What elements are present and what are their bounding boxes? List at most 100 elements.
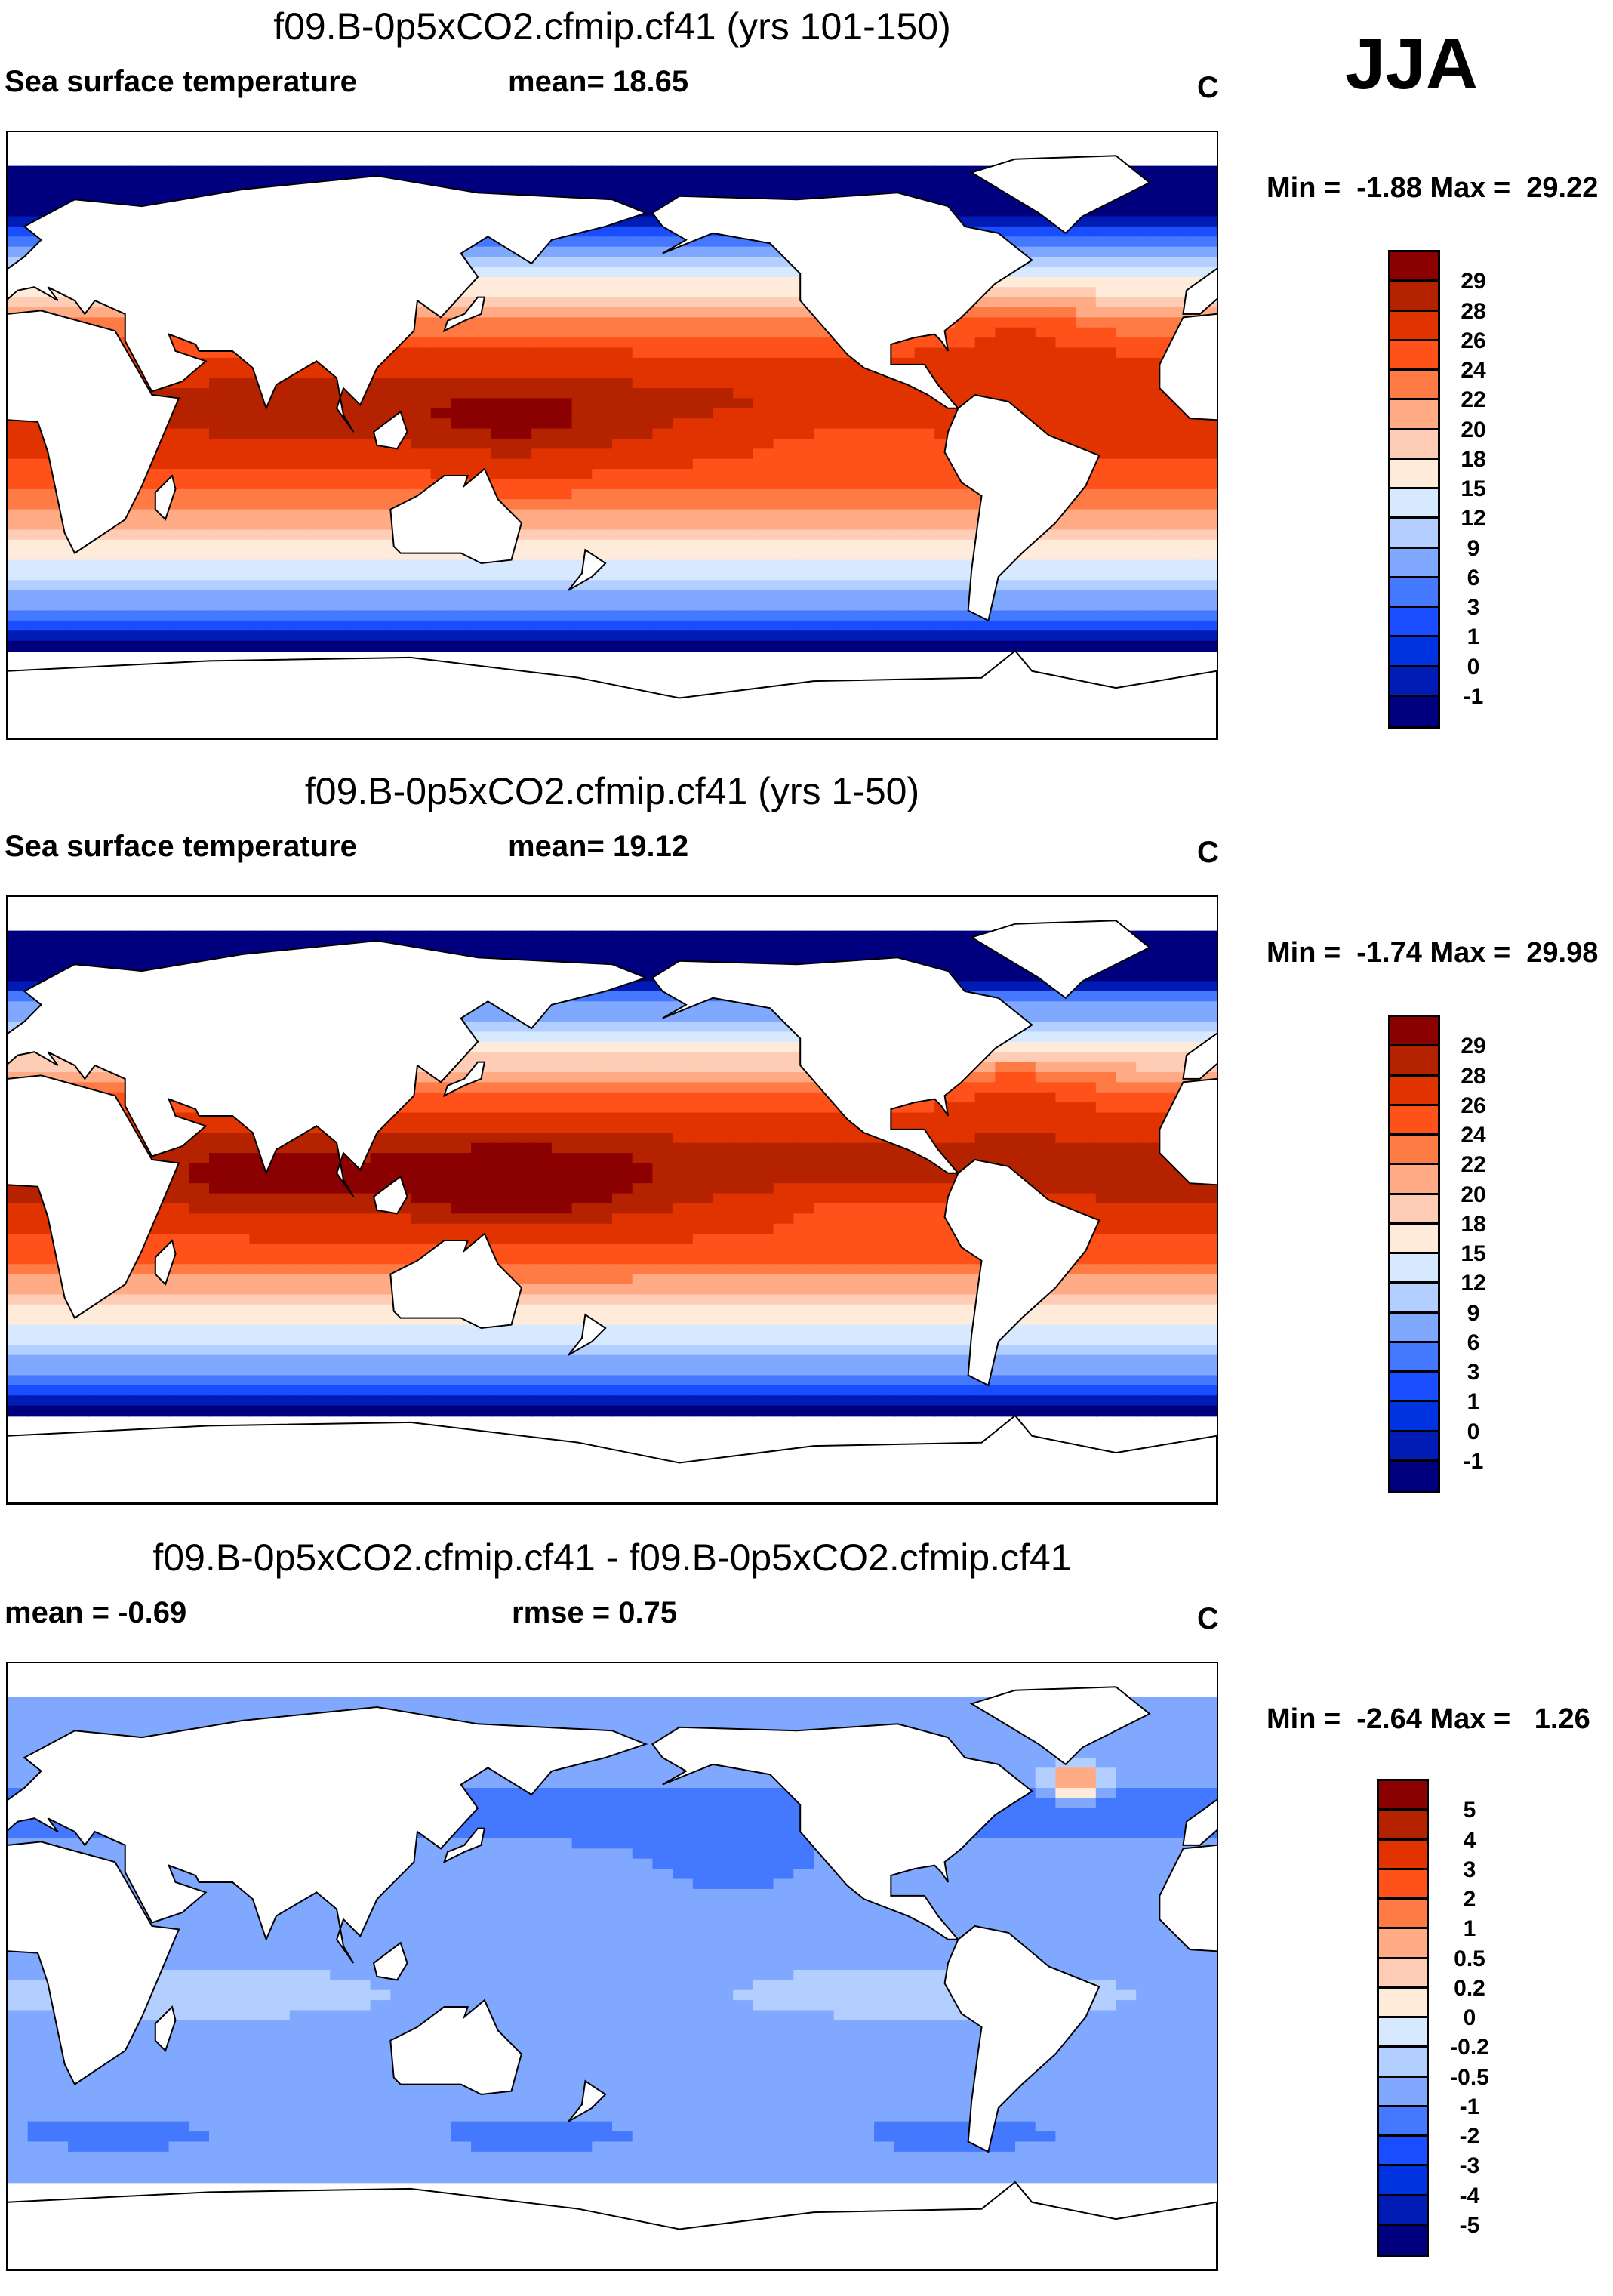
field-cell: [269, 469, 291, 480]
field-cell: [834, 570, 855, 581]
field-cell: [693, 448, 714, 460]
field-cell: [592, 418, 613, 430]
field-cell: [652, 1072, 673, 1083]
colorbar-tick-label: 6: [1428, 566, 1519, 591]
field-cell: [1116, 337, 1137, 349]
field-cell: [1036, 398, 1057, 409]
field-cell: [552, 1234, 573, 1245]
field-cell: [28, 951, 49, 962]
field-cell: [8, 196, 29, 208]
field-cell: [733, 317, 754, 328]
field-cell: [1076, 1062, 1097, 1074]
field-cell: [1116, 398, 1137, 409]
field-cell: [633, 610, 654, 621]
field-cell: [874, 1194, 895, 1205]
field-cell: [814, 499, 835, 510]
field-cell: [491, 176, 513, 187]
field-cell: [834, 1244, 855, 1255]
field-cell: [471, 448, 492, 460]
min-max-label: Min = -1.74 Max = 29.98: [1267, 937, 1598, 969]
field-cell: [1116, 1031, 1137, 1043]
field-cell: [753, 1224, 774, 1235]
field-cell: [693, 1133, 714, 1144]
field-cell: [693, 317, 714, 328]
field-cell: [189, 560, 210, 572]
field-cell: [834, 1183, 855, 1194]
field-cell: [512, 1052, 533, 1063]
field-cell: [1096, 590, 1117, 602]
field-cell: [1036, 368, 1057, 379]
field-cell: [531, 529, 553, 541]
field-cell: [733, 1133, 754, 1144]
field-cell: [633, 217, 654, 228]
field-cell: [1116, 1133, 1137, 1144]
field-cell: [1177, 1224, 1198, 1235]
field-cell: [955, 540, 976, 551]
field-cell: [1116, 287, 1137, 298]
field-cell: [209, 630, 230, 642]
field-cell: [793, 529, 814, 541]
field-cell: [1015, 1082, 1036, 1093]
field-cell: [1196, 479, 1217, 490]
field-cell: [934, 176, 956, 187]
field-cell: [1036, 600, 1057, 612]
field-cell: [310, 398, 331, 409]
field-cell: [1116, 408, 1137, 420]
field-cell: [733, 1143, 754, 1154]
field-cell: [28, 941, 49, 952]
field-cell: [1096, 217, 1117, 228]
field-cell: [673, 418, 694, 430]
field-cell: [310, 510, 331, 521]
field-cell: [350, 408, 371, 420]
field-cell: [451, 368, 472, 379]
field-cell: [109, 630, 130, 642]
field-cell: [673, 1213, 694, 1225]
field-cell: [512, 1213, 533, 1225]
field-cell: [633, 1244, 654, 1255]
field-cell: [491, 600, 513, 612]
field-cell: [371, 469, 392, 480]
field-cell: [1177, 459, 1198, 470]
field-cell: [894, 499, 916, 510]
field-cell: [673, 1093, 694, 1104]
field-cell: [310, 1194, 331, 1205]
field-cell: [1136, 1113, 1157, 1124]
field-cell: [330, 529, 351, 541]
field-cell: [1076, 600, 1097, 612]
field-cell: [411, 560, 432, 572]
field-cell: [1116, 1244, 1137, 1255]
field-cell: [1015, 590, 1036, 602]
field-cell: [330, 621, 351, 632]
field-cell: [774, 469, 795, 480]
field-cell: [572, 1062, 593, 1074]
field-cell: [673, 1072, 694, 1083]
field-cell: [652, 337, 673, 349]
field-cell: [1036, 1123, 1057, 1134]
field-cell: [652, 358, 673, 369]
field-cell: [552, 499, 573, 510]
field-cell: [1177, 1213, 1198, 1225]
field-cell: [1116, 236, 1137, 248]
field-cell: [1036, 307, 1057, 319]
field-cell: [249, 621, 270, 632]
field-cell: [471, 1183, 492, 1194]
field-cell: [934, 166, 956, 177]
field-cell: [1036, 1042, 1057, 1053]
field-cell: [411, 1224, 432, 1235]
field-cell: [491, 1062, 513, 1074]
field-cell: [814, 1213, 835, 1225]
field-cell: [531, 1213, 553, 1225]
field-cell: [1177, 1183, 1198, 1194]
field-cell: [350, 439, 371, 450]
field-cell: [371, 479, 392, 490]
field-cell: [290, 621, 311, 632]
field-cell: [592, 1203, 613, 1215]
field-cell: [229, 1213, 251, 1225]
field-cell: [874, 378, 895, 390]
colorbar-tick-label: 9: [1428, 536, 1519, 562]
field-cell: [1096, 1203, 1117, 1215]
field-cell: [713, 550, 734, 561]
field-cell: [1096, 1072, 1117, 1083]
field-cell: [915, 1163, 936, 1174]
field-cell: [128, 630, 149, 642]
